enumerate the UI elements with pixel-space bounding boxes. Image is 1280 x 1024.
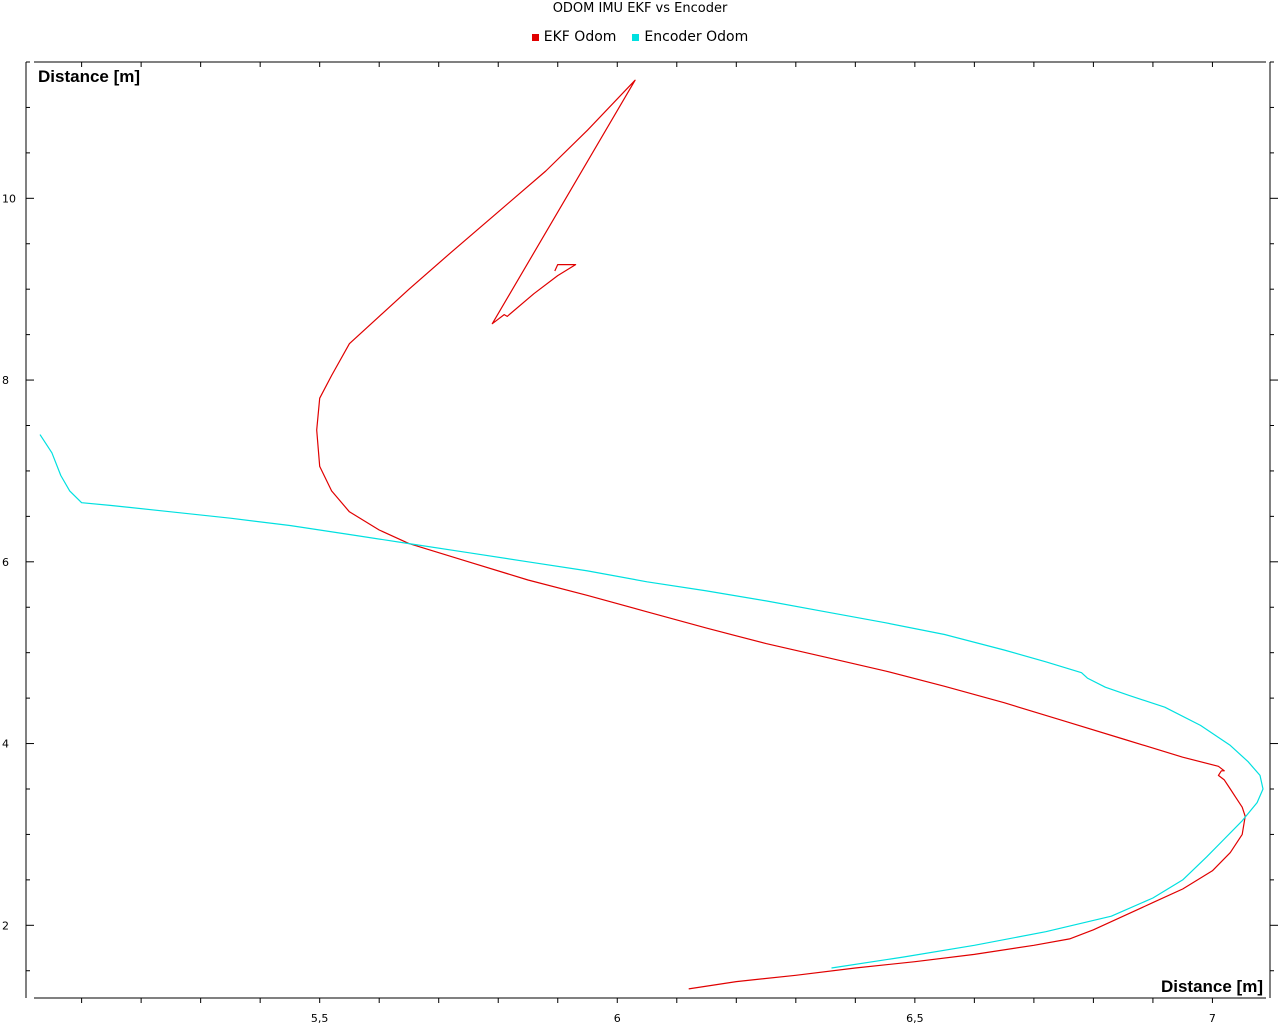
- y-tick-label: 4: [2, 738, 9, 751]
- x-tick-label: 6,5: [906, 1012, 924, 1024]
- series-line-ekf-odom: [316, 79, 1246, 990]
- x-tick-label: 6: [614, 1012, 621, 1024]
- x-tick-label: 5,5: [311, 1012, 329, 1024]
- x-tick-label: 7: [1209, 1012, 1216, 1024]
- legend: EKF Odom Encoder Odom: [0, 29, 1280, 45]
- legend-item-ekf[interactable]: EKF Odom: [531, 29, 617, 45]
- y-tick-label: 6: [2, 556, 9, 569]
- series-line-encoder-odom: [39, 434, 1264, 969]
- y-axis-ticks: 2 4 6 8 10: [2, 61, 1278, 998]
- series-layer: [39, 79, 1264, 990]
- chart-title: ODOM IMU EKF vs Encoder: [552, 1, 728, 16]
- legend-swatch-encoder: [632, 33, 640, 41]
- legend-swatch-ekf: [531, 33, 539, 41]
- x-axis-title: Distance [m]: [1161, 977, 1263, 996]
- legend-item-encoder[interactable]: Encoder Odom: [632, 29, 748, 45]
- y-tick-label: 2: [2, 919, 9, 932]
- x-axis-ticks: 5,5 6 6,5 7: [81, 62, 1216, 1024]
- y-axis-title: Distance [m]: [38, 67, 140, 86]
- legend-label-encoder: Encoder Odom: [644, 29, 749, 45]
- y-tick-label: 10: [2, 192, 16, 205]
- y-tick-label: 8: [2, 374, 9, 387]
- legend-label-ekf: EKF Odom: [543, 29, 617, 45]
